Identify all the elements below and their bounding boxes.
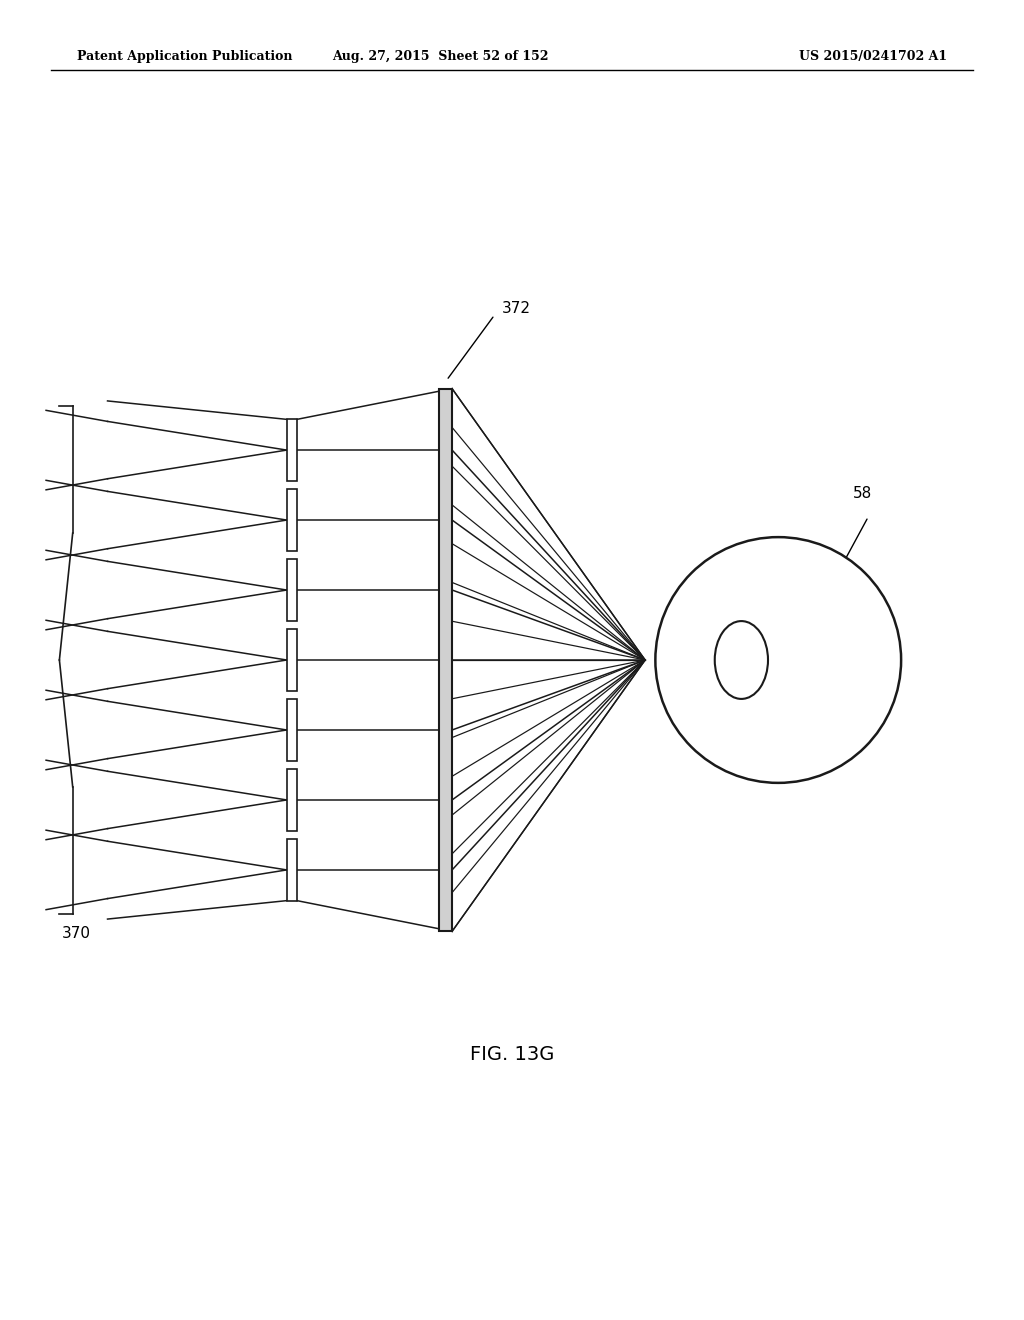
- Bar: [287, 560, 297, 620]
- Text: Patent Application Publication: Patent Application Publication: [77, 50, 292, 63]
- Text: US 2015/0241702 A1: US 2015/0241702 A1: [799, 50, 947, 63]
- Bar: [287, 770, 297, 830]
- Text: 372: 372: [502, 301, 530, 317]
- Text: 58: 58: [853, 486, 871, 502]
- Circle shape: [655, 537, 901, 783]
- Text: FIG. 13G: FIG. 13G: [470, 1044, 554, 1064]
- Bar: [287, 630, 297, 690]
- Bar: [287, 840, 297, 900]
- Bar: [287, 700, 297, 760]
- Bar: [287, 420, 297, 480]
- Text: 370: 370: [61, 927, 90, 941]
- Ellipse shape: [715, 622, 768, 698]
- Bar: [287, 490, 297, 550]
- Text: Aug. 27, 2015  Sheet 52 of 152: Aug. 27, 2015 Sheet 52 of 152: [332, 50, 549, 63]
- Bar: [438, 388, 453, 932]
